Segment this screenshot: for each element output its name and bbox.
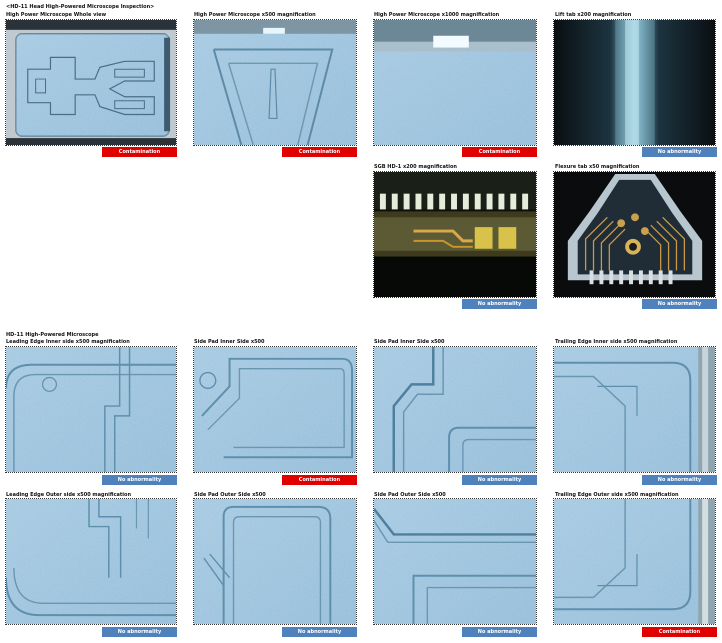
status-badge: Contamination — [282, 475, 357, 485]
panel-label: Side Pad Outer Side x500 — [374, 492, 446, 498]
micrograph-image — [193, 19, 357, 146]
micrograph-image — [553, 498, 716, 625]
micrograph-image — [5, 19, 177, 146]
status-badge: Contamination — [462, 147, 537, 157]
panel-label: Side Pad Inner Side x500 — [194, 339, 265, 345]
panel-label: High Power Microscope x1000 magnificatio… — [374, 12, 500, 18]
micrograph-image — [373, 498, 537, 625]
status-badge: No abnormality — [462, 627, 537, 637]
micrograph-image — [193, 346, 357, 473]
status-badge: No abnormality — [642, 475, 717, 485]
panel-label: High Power Microscope Whole view — [6, 12, 107, 18]
page-title: <HD-11 Head High-Powered Microscope Insp… — [6, 4, 155, 10]
status-badge: No abnormality — [462, 299, 537, 309]
panel-label: Lift tab x200 magnification — [555, 12, 632, 18]
panel-label: SGB HD-1 x200 magnification — [374, 164, 457, 170]
panel-label: Trailing Edge Inner side x500 magnificat… — [555, 339, 678, 345]
status-badge: No abnormality — [102, 627, 177, 637]
micrograph-image — [553, 171, 716, 298]
micrograph-image — [553, 346, 716, 473]
status-badge: Contamination — [282, 147, 357, 157]
status-badge: No abnormality — [642, 299, 717, 309]
micrograph-image — [373, 346, 537, 473]
section-title: HD-11 High-Powered Microscope — [6, 332, 99, 338]
panel-label: Side Pad Inner Side x500 — [374, 339, 445, 345]
status-badge: Contamination — [642, 627, 717, 637]
status-badge: No abnormality — [102, 475, 177, 485]
panel-label: Trailing Edge Outer side x500 magnificat… — [555, 492, 679, 498]
micrograph-image — [373, 171, 537, 298]
status-badge: No abnormality — [642, 147, 717, 157]
panel-label: Leading Edge Inner side x500 magnificati… — [6, 339, 130, 345]
micrograph-image — [193, 498, 357, 625]
micrograph-image — [5, 498, 177, 625]
micrograph-image — [5, 346, 177, 473]
micrograph-image — [373, 19, 537, 146]
status-badge: No abnormality — [282, 627, 357, 637]
status-badge: Contamination — [102, 147, 177, 157]
panel-label: High Power Microscope x500 magnification — [194, 12, 316, 18]
panel-label: Flexure tab x50 magnification — [555, 164, 640, 170]
status-badge: No abnormality — [462, 475, 537, 485]
panel-label: Leading Edge Outer side x500 magnificati… — [6, 492, 132, 498]
panel-label: Side Pad Outer Side x500 — [194, 492, 266, 498]
micrograph-image — [553, 19, 716, 146]
